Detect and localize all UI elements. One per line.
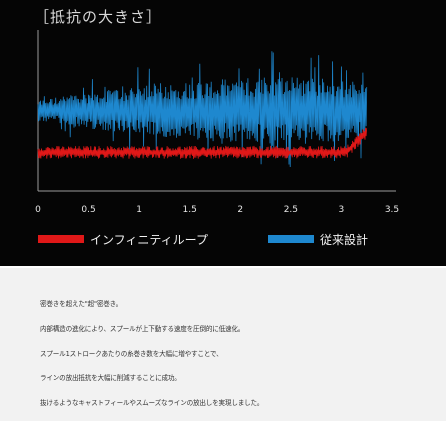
description-line-5: 抜けるようなキャストフィールやスムーズなラインの放出しを実現しました。: [40, 399, 264, 407]
description-line-4: ラインの放出抵抗を大幅に削減することに成功。: [40, 374, 181, 382]
legend-infinity-loop: インフィニティループ: [38, 232, 208, 247]
series-line-conventional: [37, 51, 368, 168]
description-panel: 密巻きを超えた"超"密巻き。 内部構造の進化により、スプールが上下動する速度を圧…: [0, 268, 446, 421]
x-tick-label: 2: [237, 205, 243, 215]
x-tick-label: 0.5: [81, 205, 95, 215]
chart-panel: ［抵抗の大きさ］ 0 0.5 1 1.5 2 2.5 3 3.5 インフィニティループ 従来設…: [0, 0, 446, 266]
x-tick-label: 1: [136, 205, 142, 215]
x-tick-label: 1.5: [183, 205, 197, 215]
description-line-2: 内部構造の進化により、スプールが上下動する速度を圧倒的に低速化。: [40, 325, 245, 333]
description-line-3: スプール1ストロークあたりの糸巻き数を大幅に増やすことで、: [40, 350, 223, 358]
resistance-chart: 0 0.5 1 1.5 2 2.5 3 3.5: [35, 30, 399, 215]
legend-conventional: 従来設計: [268, 232, 369, 247]
legend-label-conventional: 従来設計: [320, 232, 369, 247]
chart-title: ［抵抗の大きさ］: [34, 8, 163, 26]
legend-swatch-blue: [268, 235, 314, 243]
x-tick-label: 0: [35, 205, 41, 215]
legend-label-infinity-loop: インフィニティループ: [90, 232, 208, 247]
description-line-1: 密巻きを超えた"超"密巻き。: [40, 300, 123, 308]
x-tick-label: 2.5: [284, 205, 298, 215]
x-tick-label: 3: [339, 205, 345, 215]
legend-swatch-red: [38, 235, 84, 243]
series-line-infinity-loop: [37, 127, 368, 159]
x-tick-label: 3.5: [385, 205, 399, 215]
